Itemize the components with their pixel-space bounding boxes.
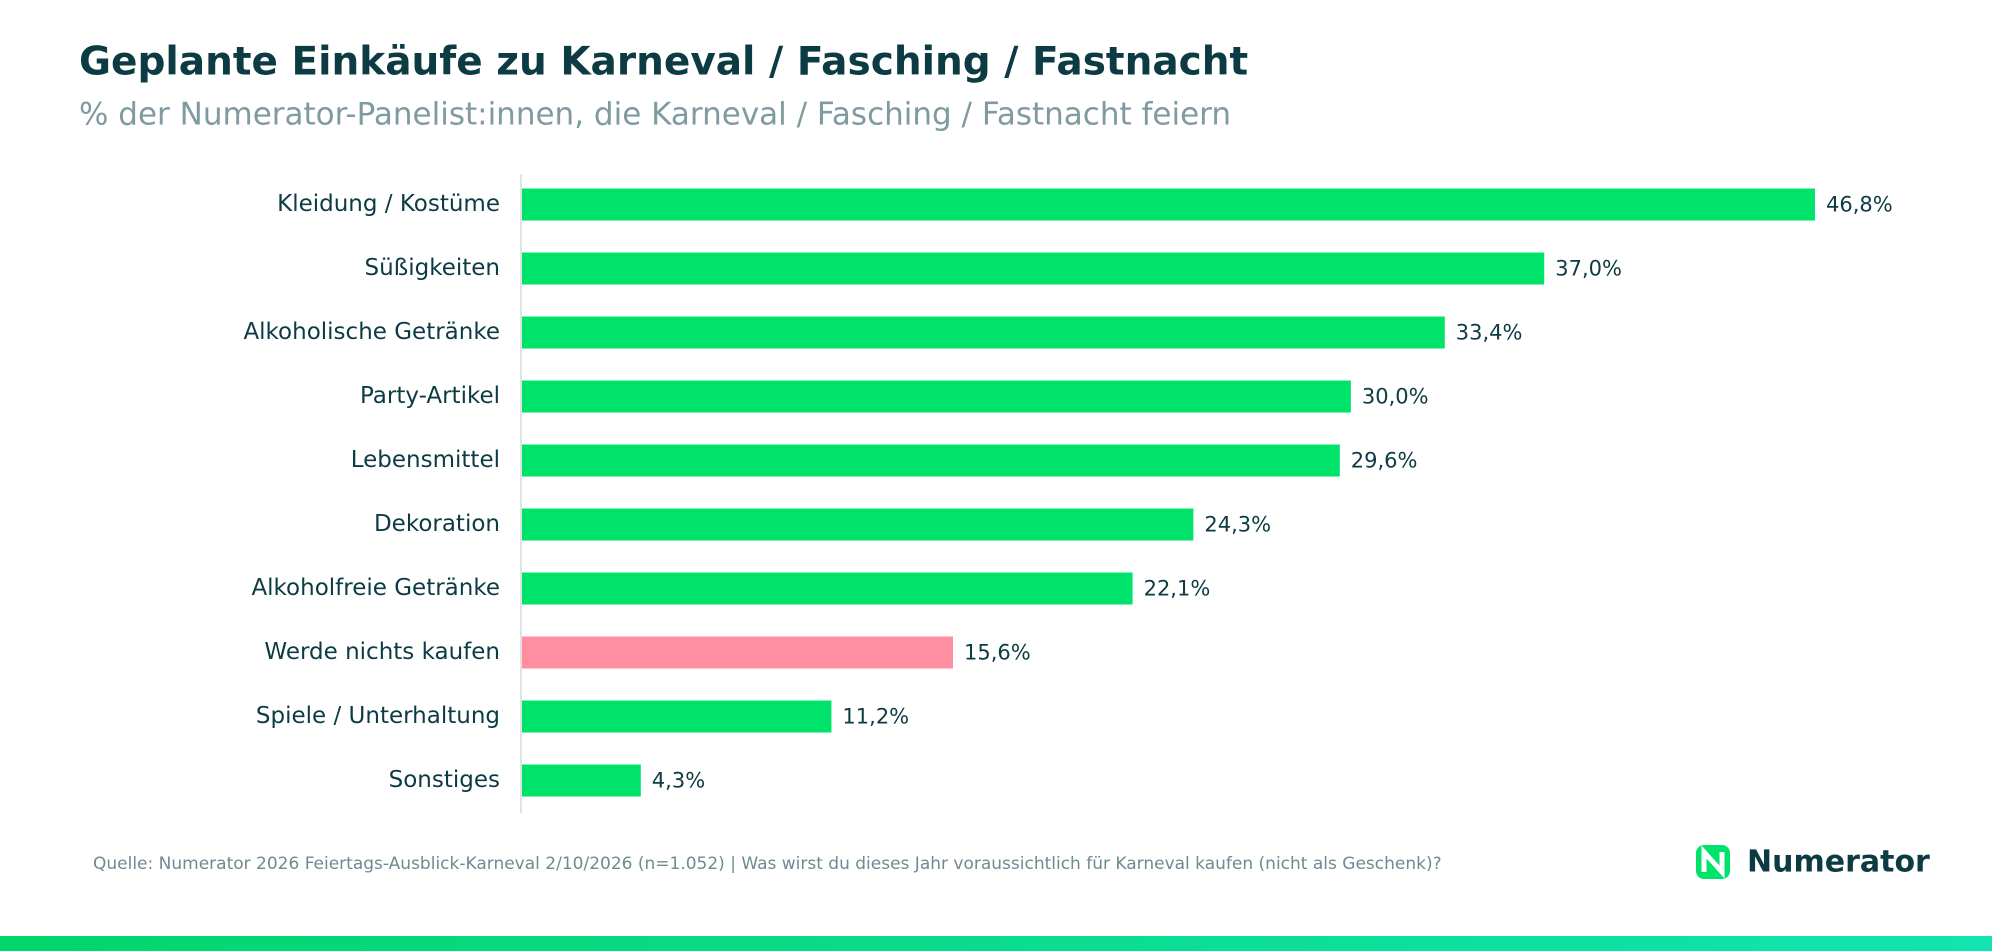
category-label: Party-Artikel bbox=[360, 383, 500, 409]
bar bbox=[522, 700, 832, 733]
value-label: 30,0% bbox=[1362, 385, 1429, 409]
bar bbox=[522, 572, 1133, 605]
bar bbox=[522, 444, 1340, 477]
value-label: 11,2% bbox=[842, 705, 909, 729]
logo: Numerator bbox=[1696, 845, 1930, 880]
category-label: Kleidung / Kostüme bbox=[277, 191, 500, 217]
bar bbox=[522, 316, 1445, 349]
category-label: Süßigkeiten bbox=[365, 255, 500, 281]
bar bbox=[522, 252, 1545, 285]
value-label: 22,1% bbox=[1144, 577, 1211, 601]
bar bbox=[522, 188, 1815, 221]
category-label: Lebensmittel bbox=[351, 447, 500, 473]
value-label: 46,8% bbox=[1826, 193, 1893, 217]
value-label: 29,6% bbox=[1351, 449, 1418, 473]
category-label: Spiele / Unterhaltung bbox=[256, 703, 500, 729]
category-label: Dekoration bbox=[374, 511, 500, 537]
chart-title: Geplante Einkäufe zu Karneval / Fasching… bbox=[79, 40, 1248, 85]
category-label: Werde nichts kaufen bbox=[264, 639, 500, 665]
logo-glyph bbox=[1701, 845, 1725, 879]
category-label: Alkoholische Getränke bbox=[243, 319, 500, 345]
bar bbox=[522, 764, 641, 797]
value-label: 15,6% bbox=[964, 641, 1031, 665]
value-label: 24,3% bbox=[1204, 513, 1271, 537]
bottom-band bbox=[0, 936, 1992, 951]
logo-text: Numerator bbox=[1747, 845, 1930, 880]
bar bbox=[522, 508, 1194, 541]
bar bbox=[522, 380, 1351, 413]
category-label: Alkoholfreie Getränke bbox=[251, 575, 500, 601]
category-label: Sonstiges bbox=[389, 767, 500, 793]
value-label: 4,3% bbox=[652, 769, 705, 793]
chart-subtitle: % der Numerator-Panelist:innen, die Karn… bbox=[79, 97, 1231, 133]
bar bbox=[522, 636, 953, 669]
source-note: Quelle: Numerator 2026 Feiertags-Ausblic… bbox=[93, 854, 1442, 874]
value-label: 33,4% bbox=[1456, 321, 1523, 345]
value-label: 37,0% bbox=[1555, 257, 1622, 281]
